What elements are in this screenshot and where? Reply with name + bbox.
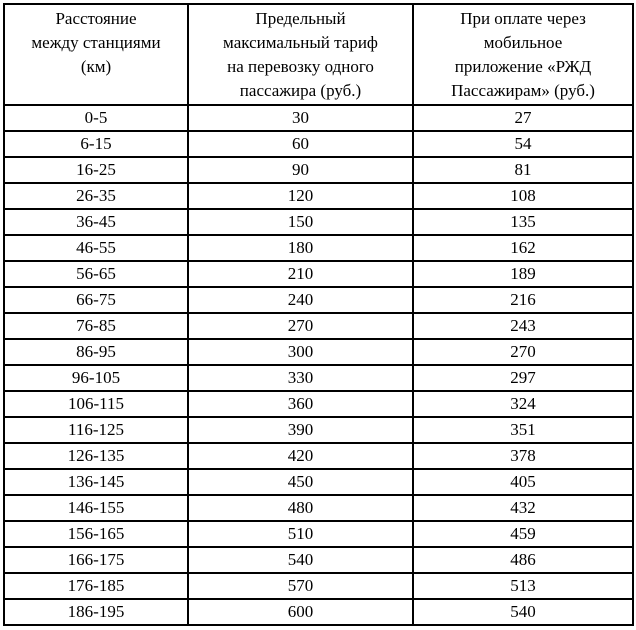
- cell-app-tariff: 54: [412, 130, 634, 158]
- cell-distance: 116-125: [3, 416, 189, 444]
- cell-app-tariff: 27: [412, 104, 634, 132]
- cell-app-tariff: 189: [412, 260, 634, 288]
- cell-distance: 36-45: [3, 208, 189, 236]
- cell-app-tariff: 216: [412, 286, 634, 314]
- table-row: 16-25 90 81: [3, 156, 634, 184]
- cell-max-tariff: 150: [187, 208, 414, 236]
- cell-app-tariff: 324: [412, 390, 634, 418]
- cell-max-tariff: 30: [187, 104, 414, 132]
- table-body: 0-5 30 27 6-15 60 54 16-25 90 81 26-35 1…: [3, 104, 634, 626]
- cell-max-tariff: 420: [187, 442, 414, 470]
- cell-app-tariff: 270: [412, 338, 634, 366]
- table-row: 26-35 120 108: [3, 182, 634, 210]
- cell-distance: 166-175: [3, 546, 189, 574]
- cell-max-tariff: 450: [187, 468, 414, 496]
- header-app-tariff: При оплате через мобильное приложение «Р…: [412, 3, 634, 106]
- cell-app-tariff: 486: [412, 546, 634, 574]
- table-row: 106-115 360 324: [3, 390, 634, 418]
- cell-max-tariff: 540: [187, 546, 414, 574]
- cell-max-tariff: 300: [187, 338, 414, 366]
- cell-distance: 46-55: [3, 234, 189, 262]
- cell-distance: 186-195: [3, 598, 189, 626]
- cell-app-tariff: 243: [412, 312, 634, 340]
- table-row: 46-55 180 162: [3, 234, 634, 262]
- cell-max-tariff: 480: [187, 494, 414, 522]
- cell-app-tariff: 513: [412, 572, 634, 600]
- cell-distance: 136-145: [3, 468, 189, 496]
- cell-app-tariff: 540: [412, 598, 634, 626]
- cell-max-tariff: 180: [187, 234, 414, 262]
- cell-distance: 126-135: [3, 442, 189, 470]
- table-row: 146-155 480 432: [3, 494, 634, 522]
- cell-max-tariff: 360: [187, 390, 414, 418]
- header-row: Расстояние между станциями (км) Предельн…: [3, 3, 634, 106]
- table-row: 166-175 540 486: [3, 546, 634, 574]
- cell-distance: 156-165: [3, 520, 189, 548]
- cell-distance: 146-155: [3, 494, 189, 522]
- table-row: 126-135 420 378: [3, 442, 634, 470]
- cell-distance: 106-115: [3, 390, 189, 418]
- cell-max-tariff: 120: [187, 182, 414, 210]
- cell-max-tariff: 60: [187, 130, 414, 158]
- cell-max-tariff: 390: [187, 416, 414, 444]
- table-row: 0-5 30 27: [3, 104, 634, 132]
- cell-max-tariff: 270: [187, 312, 414, 340]
- table-row: 86-95 300 270: [3, 338, 634, 366]
- cell-distance: 0-5: [3, 104, 189, 132]
- cell-distance: 96-105: [3, 364, 189, 392]
- cell-app-tariff: 108: [412, 182, 634, 210]
- cell-app-tariff: 405: [412, 468, 634, 496]
- cell-distance: 26-35: [3, 182, 189, 210]
- table-row: 186-195 600 540: [3, 598, 634, 626]
- cell-app-tariff: 351: [412, 416, 634, 444]
- table-row: 76-85 270 243: [3, 312, 634, 340]
- table-row: 56-65 210 189: [3, 260, 634, 288]
- table-row: 156-165 510 459: [3, 520, 634, 548]
- cell-distance: 16-25: [3, 156, 189, 184]
- cell-max-tariff: 90: [187, 156, 414, 184]
- cell-distance: 86-95: [3, 338, 189, 366]
- cell-max-tariff: 510: [187, 520, 414, 548]
- cell-app-tariff: 459: [412, 520, 634, 548]
- tariff-table: Расстояние между станциями (км) Предельн…: [3, 3, 634, 626]
- table-row: 66-75 240 216: [3, 286, 634, 314]
- header-max-tariff: Предельный максимальный тариф на перевоз…: [187, 3, 414, 106]
- table-row: 136-145 450 405: [3, 468, 634, 496]
- cell-app-tariff: 162: [412, 234, 634, 262]
- cell-app-tariff: 432: [412, 494, 634, 522]
- cell-distance: 6-15: [3, 130, 189, 158]
- cell-max-tariff: 600: [187, 598, 414, 626]
- cell-app-tariff: 378: [412, 442, 634, 470]
- header-distance: Расстояние между станциями (км): [3, 3, 189, 106]
- cell-app-tariff: 81: [412, 156, 634, 184]
- table-row: 116-125 390 351: [3, 416, 634, 444]
- cell-app-tariff: 297: [412, 364, 634, 392]
- cell-distance: 56-65: [3, 260, 189, 288]
- cell-distance: 176-185: [3, 572, 189, 600]
- cell-max-tariff: 210: [187, 260, 414, 288]
- table-row: 176-185 570 513: [3, 572, 634, 600]
- cell-max-tariff: 330: [187, 364, 414, 392]
- table-row: 6-15 60 54: [3, 130, 634, 158]
- table-row: 36-45 150 135: [3, 208, 634, 236]
- cell-max-tariff: 570: [187, 572, 414, 600]
- cell-distance: 76-85: [3, 312, 189, 340]
- cell-max-tariff: 240: [187, 286, 414, 314]
- table-row: 96-105 330 297: [3, 364, 634, 392]
- cell-distance: 66-75: [3, 286, 189, 314]
- cell-app-tariff: 135: [412, 208, 634, 236]
